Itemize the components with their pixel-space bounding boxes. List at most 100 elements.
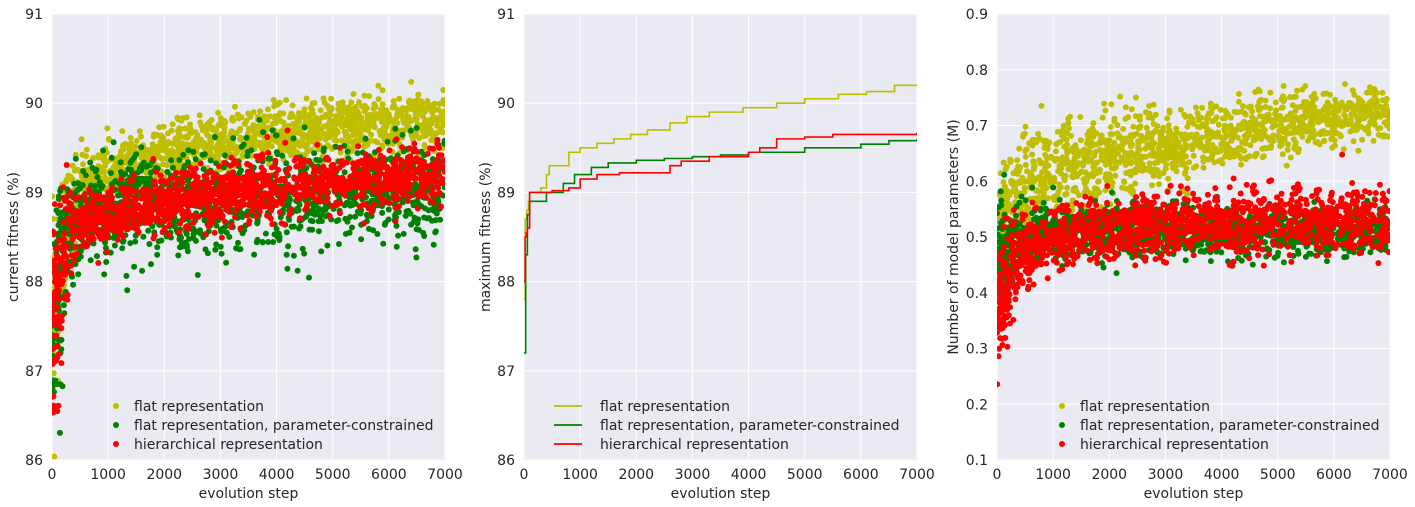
scatter-point — [348, 99, 355, 106]
scatter-point — [380, 106, 387, 113]
scatter-point — [212, 246, 219, 253]
scatter-point — [241, 120, 248, 127]
scatter-point — [1329, 144, 1336, 151]
scatter-point — [290, 129, 297, 136]
scatter-point — [296, 225, 303, 232]
scatter-point — [336, 241, 342, 247]
scatter-point — [82, 231, 89, 238]
scatter-point — [58, 245, 65, 252]
scatter-point — [406, 193, 413, 200]
scatter-point — [276, 112, 283, 118]
scatter-point — [434, 156, 441, 163]
x-tick-label: 3000 — [1148, 467, 1184, 483]
scatter-point — [241, 184, 247, 191]
scatter-point — [312, 118, 319, 125]
scatter-point — [217, 226, 224, 233]
legend-marker — [113, 422, 119, 428]
scatter-point — [349, 224, 355, 231]
scatter-point — [412, 246, 419, 253]
scatter-point — [394, 106, 401, 113]
scatter-point — [321, 205, 328, 212]
scatter-point — [1143, 124, 1150, 131]
scatter-point — [158, 199, 165, 206]
scatter-point — [1132, 180, 1139, 187]
scatter-point — [347, 122, 354, 129]
scatter-point — [204, 200, 211, 207]
scatter-point — [317, 213, 324, 219]
scatter-point — [254, 220, 261, 227]
x-tick-label: 7000 — [899, 467, 935, 483]
scatter-point — [283, 169, 290, 176]
scatter-point — [302, 193, 309, 200]
scatter-point — [164, 168, 171, 175]
scatter-point — [329, 122, 336, 129]
scatter-point — [144, 186, 151, 193]
maximum-fitness-panel: 0 1000 2000 3000 4000 5000 6000 700086878889909… — [478, 7, 935, 502]
scatter-point — [105, 135, 112, 142]
scatter-point — [329, 176, 335, 183]
scatter-point — [138, 166, 145, 173]
scatter-point — [87, 159, 94, 166]
scatter-point — [333, 137, 340, 144]
scatter-point — [52, 302, 58, 309]
scatter-point — [386, 147, 393, 154]
scatter-point — [341, 108, 348, 115]
scatter-point — [393, 170, 400, 177]
scatter-point — [357, 133, 364, 140]
scatter-point — [77, 218, 84, 225]
scatter-point — [125, 193, 132, 200]
scatter-point — [410, 147, 417, 154]
scatter-point — [355, 192, 362, 199]
scatter-point — [1150, 101, 1157, 108]
scatter-point — [335, 217, 342, 224]
scatter-point — [79, 207, 85, 214]
scatter-point — [389, 104, 396, 111]
x-axis-label: evolution step — [671, 486, 771, 502]
scatter-point — [392, 125, 399, 132]
scatter-point — [368, 131, 375, 138]
scatter-point — [385, 183, 392, 190]
scatter-point — [310, 169, 317, 176]
x-tick-label: 6000 — [1316, 467, 1352, 483]
scatter-point — [290, 135, 297, 142]
legend-marker — [113, 403, 119, 409]
scatter-point — [52, 384, 56, 391]
scatter-point — [78, 136, 85, 143]
scatter-point — [334, 129, 341, 136]
scatter-point — [299, 245, 306, 252]
scatter-point — [337, 177, 343, 184]
scatter-point — [64, 296, 71, 303]
scatter-point — [441, 114, 445, 121]
scatter-point — [209, 219, 216, 225]
scatter-point — [238, 114, 245, 121]
scatter-point — [320, 95, 327, 102]
scatter-point — [439, 163, 445, 170]
scatter-point — [52, 409, 57, 416]
scatter-point — [118, 176, 125, 183]
scatter-point — [218, 214, 225, 221]
scatter-point — [54, 285, 61, 291]
scatter-point — [153, 131, 160, 138]
scatter-point — [102, 223, 109, 230]
scatter-point — [125, 215, 132, 222]
scatter-point — [130, 198, 137, 205]
scatter-point — [260, 129, 266, 136]
scatter-point — [57, 202, 64, 209]
scatter-point — [401, 191, 408, 198]
scatter-point — [211, 229, 218, 236]
scatter-point — [429, 109, 436, 115]
scatter-point — [58, 317, 65, 324]
scatter-point — [312, 202, 319, 208]
scatter-point — [58, 325, 65, 332]
scatter-point — [202, 246, 209, 253]
scatter-point — [399, 199, 406, 206]
scatter-point — [94, 253, 100, 260]
scatter-point — [303, 95, 310, 102]
scatter-point — [137, 216, 144, 223]
scatter-point — [179, 243, 186, 250]
x-tick-label: 3000 — [203, 467, 239, 483]
scatter-point — [197, 119, 204, 126]
scatter-point — [1149, 182, 1155, 189]
scatter-point — [265, 106, 271, 113]
scatter-point — [221, 159, 228, 166]
